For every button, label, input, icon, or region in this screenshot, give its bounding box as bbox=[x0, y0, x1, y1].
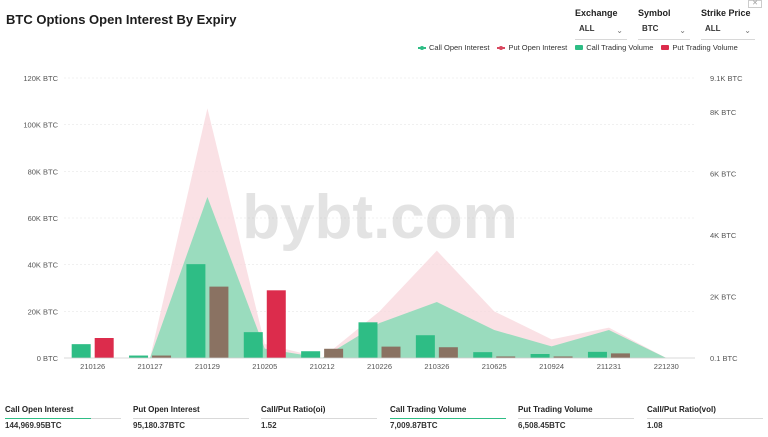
chevron-down-icon: ⌄ bbox=[744, 26, 751, 35]
legend-put-trading-volume[interactable]: Put Trading Volume bbox=[661, 43, 738, 52]
stat-value: 1.08 bbox=[647, 421, 663, 430]
legend-put-open-interest[interactable]: Put Open Interest bbox=[497, 43, 567, 52]
call-volume-bar bbox=[473, 352, 493, 358]
stat-accent bbox=[5, 418, 91, 419]
x-tick-label: 210212 bbox=[310, 362, 335, 371]
x-tick-label: 210127 bbox=[138, 362, 163, 371]
call-volume-bar bbox=[415, 335, 435, 358]
exchange-select[interactable]: ALL ⌄ bbox=[575, 22, 627, 40]
x-tick-label: 210226 bbox=[367, 362, 392, 371]
symbol-filter: Symbol BTC ⌄ bbox=[638, 8, 690, 40]
stat-label: Call/Put Ratio(oi) bbox=[261, 405, 326, 414]
x-tick-label: 210625 bbox=[482, 362, 507, 371]
y-left-tick-label: 80K BTC bbox=[28, 167, 59, 176]
put-volume-bar bbox=[610, 353, 630, 358]
x-tick-label: 221230 bbox=[654, 362, 679, 371]
page-title: BTC Options Open Interest By Expiry bbox=[6, 12, 237, 27]
x-tick-label: 210205 bbox=[252, 362, 277, 371]
watermark: bybt.com bbox=[242, 183, 518, 252]
bar-marker-icon bbox=[661, 45, 670, 50]
line-marker-icon bbox=[497, 45, 506, 50]
put-volume-bar bbox=[496, 356, 516, 358]
put-volume-bar bbox=[94, 338, 114, 358]
stats-summary: Call Open Interest 144,969.95BTC Put Ope… bbox=[0, 405, 768, 437]
x-tick-label: 210924 bbox=[539, 362, 564, 371]
call-volume-bar bbox=[530, 354, 550, 358]
stat-call-open-interest: Call Open Interest 144,969.95BTC bbox=[5, 405, 121, 430]
legend-label: Put Open Interest bbox=[508, 43, 568, 52]
y-right-tick-label: 9.1K BTC bbox=[710, 74, 743, 83]
y-left-tick-label: 20K BTC bbox=[28, 307, 59, 316]
put-volume-bar bbox=[553, 356, 573, 358]
x-tick-label: 210126 bbox=[80, 362, 105, 371]
stat-value: 1.52 bbox=[261, 421, 277, 430]
put-volume-bar bbox=[324, 348, 344, 358]
stat-value: 144,969.95BTC bbox=[5, 421, 62, 430]
strike-price-select[interactable]: ALL ⌄ bbox=[701, 22, 755, 40]
stat-label: Call Trading Volume bbox=[390, 405, 467, 414]
symbol-select-value: BTC bbox=[642, 24, 659, 33]
stat-value: 7,009.87BTC bbox=[390, 421, 438, 430]
y-left-tick-label: 100K BTC bbox=[23, 121, 58, 130]
put-volume-bar bbox=[209, 286, 229, 358]
stat-label: Put Open Interest bbox=[133, 405, 200, 414]
bar-marker-icon bbox=[575, 45, 584, 50]
stat-call-trading-volume: Call Trading Volume 7,009.87BTC bbox=[390, 405, 506, 430]
area-call-open-interest bbox=[92, 197, 667, 358]
put-volume-bar bbox=[152, 355, 172, 358]
legend-label: Put Trading Volume bbox=[672, 43, 738, 52]
y-right-tick-label: 6K BTC bbox=[710, 169, 737, 178]
symbol-filter-label: Symbol bbox=[638, 8, 671, 18]
stat-value: 6,508.45BTC bbox=[518, 421, 566, 430]
strike-price-select-value: ALL bbox=[705, 24, 721, 33]
stat-put-trading-volume: Put Trading Volume 6,508.45BTC bbox=[518, 405, 634, 430]
put-volume-bar bbox=[266, 290, 286, 358]
call-volume-bar bbox=[71, 344, 91, 358]
stat-label: Call/Put Ratio(vol) bbox=[647, 405, 716, 414]
symbol-select[interactable]: BTC ⌄ bbox=[638, 22, 690, 40]
stat-accent bbox=[390, 418, 506, 419]
call-volume-bar bbox=[186, 264, 206, 358]
stat-call-put-ratio-oi: Call/Put Ratio(oi) 1.52 bbox=[261, 405, 377, 430]
legend-call-open-interest[interactable]: Call Open Interest bbox=[418, 43, 489, 52]
legend-label: Call Trading Volume bbox=[586, 43, 654, 52]
exchange-select-value: ALL bbox=[579, 24, 595, 33]
call-volume-bar bbox=[587, 351, 607, 358]
legend-call-trading-volume[interactable]: Call Trading Volume bbox=[575, 43, 653, 52]
stat-label: Put Trading Volume bbox=[518, 405, 593, 414]
open-interest-chart: bybt.com 0 BTC 20K BTC 40K BTC 60K BTC 80K B… bbox=[23, 74, 743, 371]
stat-value: 95,180.37BTC bbox=[133, 421, 186, 430]
chevron-down-icon: ⌄ bbox=[679, 26, 686, 35]
y-left-tick-label: 120K BTC bbox=[23, 74, 58, 83]
strike-price-filter-label: Strike Price bbox=[701, 8, 751, 18]
stat-put-open-interest: Put Open Interest 95,180.37BTC bbox=[133, 405, 249, 430]
close-icon[interactable]: ✕ bbox=[748, 0, 762, 8]
call-volume-bar bbox=[129, 355, 149, 358]
stat-call-put-ratio-vol: Call/Put Ratio(vol) 1.08 bbox=[647, 405, 763, 430]
call-volume-bar bbox=[301, 351, 321, 358]
call-volume-bar bbox=[243, 332, 263, 358]
y-right-tick-label: 8K BTC bbox=[710, 108, 737, 117]
stat-label: Call Open Interest bbox=[5, 405, 74, 414]
put-volume-bar bbox=[381, 346, 401, 358]
call-volume-bar bbox=[358, 322, 378, 358]
chevron-down-icon: ⌄ bbox=[616, 26, 623, 35]
x-tick-label: 210129 bbox=[195, 362, 220, 371]
chart-legend: Call Open Interest Put Open Interest Cal… bbox=[418, 43, 738, 52]
y-left-tick-label: 0 BTC bbox=[37, 354, 59, 363]
put-volume-bar bbox=[438, 347, 458, 358]
line-marker-icon bbox=[418, 45, 426, 50]
legend-label: Call Open Interest bbox=[429, 43, 490, 52]
y-right-tick-label: 2K BTC bbox=[710, 292, 737, 301]
x-tick-label: 211231 bbox=[597, 362, 621, 371]
strike-price-filter: Strike Price ALL ⌄ bbox=[701, 8, 755, 40]
y-left-tick-label: 40K BTC bbox=[28, 261, 59, 270]
y-right-tick-label: 4K BTC bbox=[710, 231, 737, 240]
exchange-filter-label: Exchange bbox=[575, 8, 618, 18]
y-left-tick-label: 60K BTC bbox=[28, 214, 59, 223]
x-tick-label: 210326 bbox=[424, 362, 449, 371]
exchange-filter: Exchange ALL ⌄ bbox=[575, 8, 627, 40]
y-right-tick-label: 0.1 BTC bbox=[710, 354, 738, 363]
